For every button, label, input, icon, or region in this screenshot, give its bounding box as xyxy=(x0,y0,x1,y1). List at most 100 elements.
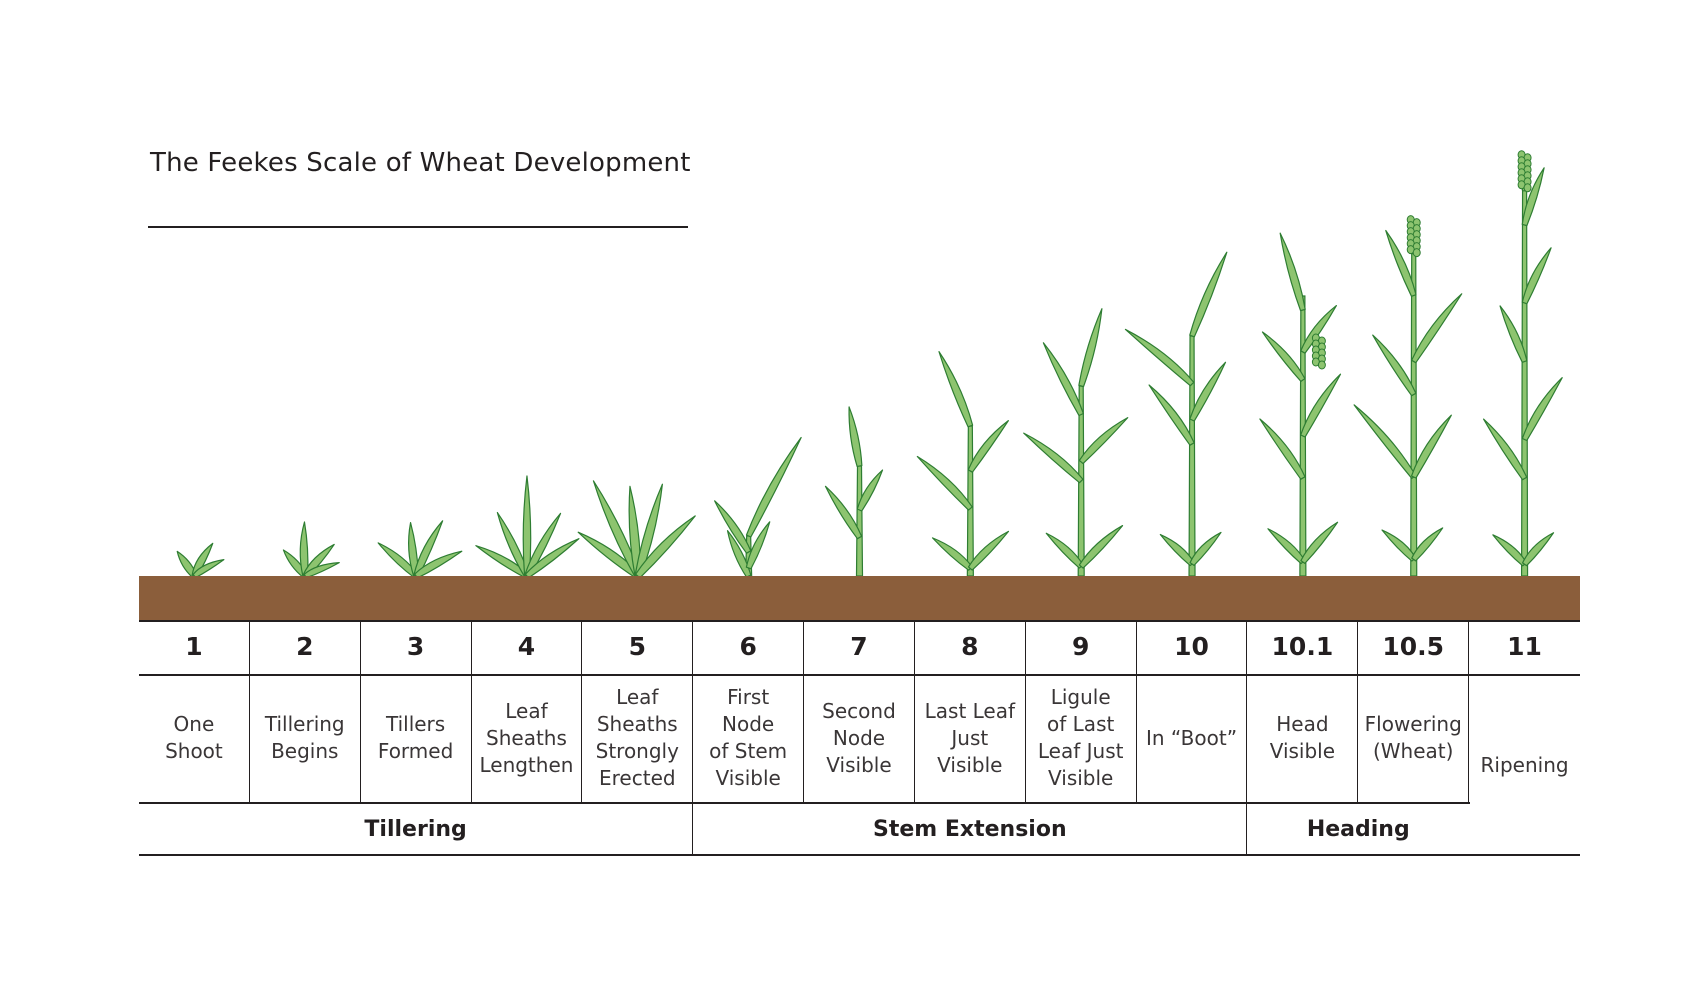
phase-label: Heading xyxy=(1306,816,1410,842)
diagram-title: The Feekes Scale of Wheat Development xyxy=(150,148,691,178)
wheat-leaf xyxy=(1300,521,1339,564)
stage-table: 1 One Shoot 2 Tillering Begins 3 Tillers Form… xyxy=(139,620,1580,856)
wheat-leaf xyxy=(1482,418,1528,481)
wheat-leaf xyxy=(745,521,771,570)
stage-number: 9 xyxy=(1071,632,1090,661)
stage-description: Tillering Begins xyxy=(264,712,345,763)
wheat-leaf xyxy=(848,406,863,468)
grain-spikelet xyxy=(1523,183,1532,193)
stage-description: Second Node Visible xyxy=(822,698,896,777)
wheat-leaf xyxy=(967,530,1010,571)
stage-column: 10.5 Flowering (Wheat) xyxy=(1358,620,1470,802)
wheat-leaf xyxy=(856,469,884,512)
wheat-leaf xyxy=(824,485,863,540)
stage-column: 1 One Shoot xyxy=(139,620,250,802)
wheat-leaf xyxy=(592,480,641,578)
wheat-leaf xyxy=(1372,334,1417,397)
table-top-rule xyxy=(139,620,1580,622)
stage-number: 11 xyxy=(1507,632,1542,661)
wheat-leaf xyxy=(938,351,974,428)
title-underline xyxy=(148,226,688,228)
wheat-leaf xyxy=(1042,342,1084,417)
stage-column: 11 Ripening xyxy=(1469,620,1580,856)
wheat-leaf xyxy=(628,485,642,577)
stage-description: Ripening xyxy=(1480,752,1569,777)
wheat-leaf xyxy=(413,520,444,578)
wheat-leaf xyxy=(1023,432,1084,484)
wheat-leaf xyxy=(1259,418,1306,480)
wheat-leaf xyxy=(1411,293,1463,364)
wheat-stem xyxy=(855,465,864,577)
wheat-leaf xyxy=(1189,251,1228,338)
wheat-leaf xyxy=(1267,528,1306,565)
wheat-leaf xyxy=(408,522,420,578)
wheat-leaf xyxy=(726,530,752,578)
stage-description: Head Visible xyxy=(1269,712,1336,763)
phase-label: Stem Extension xyxy=(693,802,1248,856)
description-row-rule xyxy=(139,802,1470,804)
stage-number: 10.5 xyxy=(1382,632,1445,661)
wheat-leaf xyxy=(1159,533,1195,567)
wheat-leaf xyxy=(1300,373,1342,438)
wheat-leaf xyxy=(176,550,197,578)
wheat-leaf xyxy=(1189,531,1222,566)
stage-number: 6 xyxy=(739,632,757,661)
wheat-leaf xyxy=(1499,305,1528,363)
stage-column: 3 Tillers Formed xyxy=(361,620,472,802)
stage-column: 10 In “Boot” xyxy=(1137,620,1248,802)
wheat-leaf xyxy=(1522,532,1555,567)
stage-column: 8 Last Leaf Just Visible xyxy=(915,620,1026,802)
stage-description: Flowering (Wheat) xyxy=(1364,712,1462,763)
wheat-leaf xyxy=(1521,167,1545,227)
soil-band xyxy=(139,576,1580,620)
number-row-rule xyxy=(139,674,1580,676)
wheat-leaf xyxy=(1353,404,1417,479)
stage-column: 9 Ligule of Last Leaf Just Visible xyxy=(1026,620,1137,802)
stage-column: 4 Leaf Sheaths Lengthen xyxy=(472,620,583,802)
grain-spikelet xyxy=(1412,248,1421,258)
stage-description: Leaf Sheaths Strongly Erected xyxy=(595,685,679,790)
wheat-leaf xyxy=(931,537,973,571)
stage-number: 10.1 xyxy=(1271,632,1334,661)
phase-label: Tillering xyxy=(139,802,694,856)
wheat-leaf xyxy=(1045,532,1084,569)
wheat-leaf xyxy=(1521,377,1563,442)
wheat-leaf xyxy=(1410,414,1452,479)
wheat-leaf xyxy=(1492,534,1528,567)
wheat-leaf xyxy=(524,512,562,578)
wheat-leaf xyxy=(745,436,802,538)
stage-number: 3 xyxy=(406,632,425,661)
wheat-leaf xyxy=(1521,247,1552,305)
wheat-leaf xyxy=(1189,361,1227,422)
wheat-leaf xyxy=(577,531,641,579)
wheat-leaf xyxy=(1078,417,1129,465)
stage-description: Tillers Formed xyxy=(377,712,454,763)
wheat-stem xyxy=(1520,185,1529,577)
stage-column: 2 Tillering Begins xyxy=(250,620,361,802)
stage-description: Ligule of Last Leaf Just Visible xyxy=(1037,685,1124,790)
stage-number: 10 xyxy=(1174,632,1209,661)
stage-column: 10.1 Head Visible xyxy=(1247,620,1359,802)
wheat-leaf xyxy=(192,559,225,579)
wheat-leaf xyxy=(1381,529,1417,562)
wheat-stem xyxy=(1188,335,1196,577)
wheat-leaf xyxy=(1411,527,1444,562)
wheat-leaf xyxy=(1261,331,1306,382)
wheat-leaf xyxy=(634,483,663,578)
wheat-leaf xyxy=(967,420,1009,473)
stage-description: Leaf Sheaths Lengthen xyxy=(479,698,574,777)
wheat-leaf xyxy=(916,455,973,511)
wheat-leaf xyxy=(1385,229,1417,297)
stage-number: 8 xyxy=(961,632,979,661)
stage-description: First Node of Stem Visible xyxy=(709,685,788,790)
wheat-leaf xyxy=(522,475,532,577)
wheat-leaf xyxy=(524,538,580,579)
grain-spikelet xyxy=(1317,360,1326,370)
wheat-leaf xyxy=(303,562,340,579)
wheat-leaf xyxy=(414,550,463,579)
wheat-leaf xyxy=(299,521,309,577)
wheat-leaf xyxy=(1078,524,1124,569)
wheat-leaf xyxy=(475,545,529,579)
stage-description: In “Boot” xyxy=(1145,725,1238,750)
